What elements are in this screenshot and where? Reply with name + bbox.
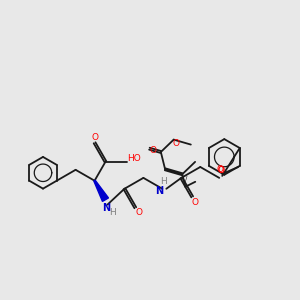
Text: O: O — [218, 167, 225, 176]
Text: HO: HO — [127, 154, 141, 163]
Text: H: H — [160, 177, 167, 186]
Text: H: H — [109, 208, 116, 217]
Text: O: O — [218, 167, 225, 176]
Text: O: O — [136, 208, 143, 217]
Text: N: N — [155, 186, 164, 196]
Text: O: O — [150, 146, 157, 155]
Text: N: N — [102, 202, 110, 213]
Text: O: O — [217, 166, 224, 175]
Polygon shape — [94, 180, 109, 201]
Text: /: / — [185, 176, 188, 182]
Text: O: O — [172, 139, 179, 148]
Text: O: O — [192, 198, 199, 207]
Text: O: O — [91, 133, 98, 142]
